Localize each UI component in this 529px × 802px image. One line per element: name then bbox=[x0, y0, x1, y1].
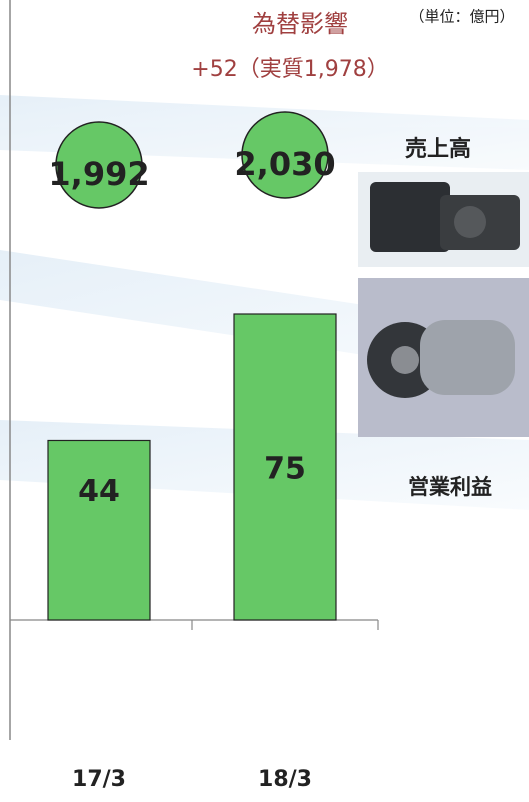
bar bbox=[233, 313, 337, 621]
bar bbox=[47, 439, 151, 621]
profit-label: 営業利益 bbox=[408, 475, 492, 499]
bar-value-label: 44 bbox=[78, 474, 120, 509]
hvac-image bbox=[358, 172, 529, 267]
x-tick-label: 17/3 bbox=[72, 767, 126, 792]
sales-value-label: 1,992 bbox=[48, 155, 149, 193]
x-tick-label: 18/3 bbox=[258, 767, 312, 792]
fx-effect: 為替影響 bbox=[252, 10, 348, 38]
compressor-image bbox=[358, 278, 529, 437]
sales-label: 売上高 bbox=[405, 136, 471, 162]
fx-detail: +52（実質1,978） bbox=[191, 57, 388, 82]
x-axis bbox=[10, 619, 379, 630]
sales-value-label: 2,030 bbox=[234, 145, 335, 183]
unit: （単位：億円） bbox=[409, 8, 514, 26]
bar-value-label: 75 bbox=[264, 452, 306, 487]
sales-marker bbox=[55, 121, 143, 209]
sales-marker bbox=[241, 111, 329, 199]
